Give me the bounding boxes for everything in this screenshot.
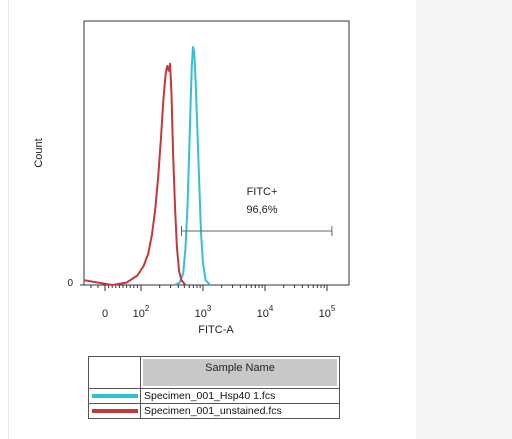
y-axis-tick-labels: 0 (67, 278, 73, 289)
gate-layer: FITC+ 96,6% (180, 186, 333, 236)
legend-swatch (89, 389, 141, 403)
x-axis-tick-labels: 0 102 103 104 105 (102, 304, 336, 320)
legend-title: Sample Name (143, 359, 337, 386)
plot-frame (83, 20, 350, 286)
legend-header-blank (89, 357, 141, 388)
x-tick-label: 0 (102, 308, 108, 320)
x-tick-label: 102 (133, 304, 150, 320)
x-tick-label: 105 (319, 304, 336, 320)
unstained-histogram-line (83, 62, 187, 286)
legend-item-label: Specimen_001_unstained.fcs (144, 405, 282, 417)
legend-swatch (89, 404, 141, 418)
legend-item: Specimen_001_Hsp40 1.fcs (89, 389, 339, 403)
legend-header: Sample Name (89, 357, 339, 389)
y-axis-label: Count (33, 138, 45, 167)
x-tick-label: 104 (257, 304, 274, 320)
gate-name: FITC+ (247, 186, 278, 198)
legend-item: Specimen_001_unstained.fcs (89, 403, 339, 418)
gate-value: 96,6% (246, 204, 277, 216)
hsp40-histogram-line (174, 46, 211, 286)
x-axis-ticks (80, 284, 328, 291)
side-panel (416, 0, 512, 439)
legend-item-label: Specimen_001_Hsp40 1.fcs (144, 390, 276, 402)
x-axis-label: FITC-A (198, 324, 234, 336)
series-layer (83, 46, 211, 286)
y-tick-label: 0 (67, 278, 73, 289)
left-divider (8, 0, 9, 439)
sample-legend: Sample Name Specimen_001_Hsp40 1.fcs Spe… (88, 356, 340, 419)
histogram-chart: FITC+ 96,6% Count FITC-A 0 0 102 103 104 105 (33, 20, 350, 336)
x-tick-label: 103 (195, 304, 212, 320)
